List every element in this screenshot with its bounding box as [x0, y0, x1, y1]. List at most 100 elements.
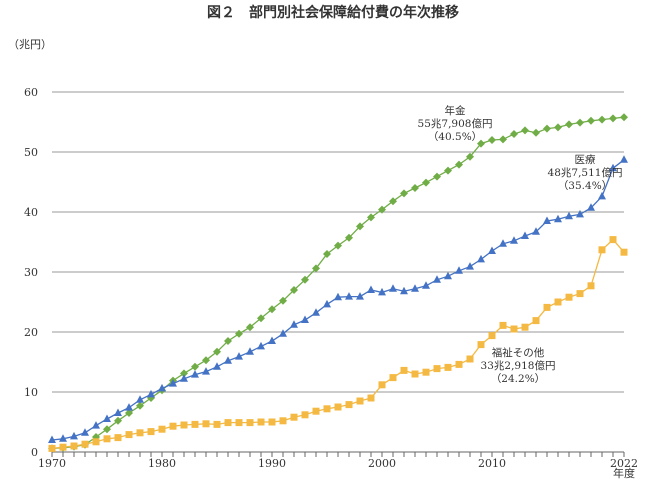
y-tick-label: 30 — [24, 266, 38, 279]
data-point-triangle — [191, 370, 199, 378]
data-point-square — [389, 374, 397, 382]
data-point-square — [378, 381, 386, 389]
data-point-square — [180, 421, 188, 429]
y-axis-label: （兆円） — [8, 38, 52, 51]
data-point-diamond — [356, 222, 364, 231]
data-point-square — [301, 411, 309, 419]
data-point-triangle — [92, 421, 100, 429]
data-point-triangle — [103, 414, 111, 422]
y-tick-label: 0 — [31, 446, 38, 459]
data-point-square — [444, 363, 452, 371]
x-tick-label: 2022 — [610, 457, 638, 470]
data-point-diamond — [323, 250, 331, 258]
data-point-diamond — [587, 116, 595, 125]
data-point-diamond — [389, 197, 397, 206]
x-tick-label: 2000 — [368, 457, 396, 470]
data-point-triangle — [279, 329, 287, 337]
data-point-triangle — [422, 281, 430, 289]
series-annotation: 福祉その他 — [492, 346, 545, 359]
data-point-square — [499, 321, 507, 329]
data-point-square — [422, 368, 430, 376]
data-point-triangle — [488, 246, 496, 254]
data-point-diamond — [180, 369, 188, 378]
data-point-square — [367, 394, 375, 402]
data-point-triangle — [345, 292, 353, 300]
data-point-triangle — [158, 383, 166, 392]
data-point-square — [191, 420, 199, 428]
y-axis-ticks: 0 10 20 30 40 50 60 — [24, 86, 38, 459]
data-point-square — [268, 418, 276, 426]
series-annotation: 医療 — [575, 153, 596, 166]
y-tick-label: 10 — [24, 386, 38, 399]
data-point-triangle — [136, 395, 144, 403]
series-group — [48, 113, 628, 453]
data-point-diamond — [257, 314, 265, 323]
data-point-triangle — [312, 308, 320, 316]
data-point-triangle — [180, 374, 188, 382]
data-point-square — [510, 325, 518, 333]
data-point-triangle — [433, 275, 441, 283]
data-point-triangle — [411, 284, 419, 292]
data-point-triangle — [147, 389, 155, 398]
data-point-triangle — [59, 434, 67, 442]
data-point-diamond — [136, 401, 144, 410]
data-point-triangle — [224, 356, 232, 364]
data-point-triangle — [301, 315, 309, 323]
data-point-square — [345, 401, 353, 409]
data-point-square — [213, 420, 221, 428]
data-point-triangle — [367, 285, 375, 293]
data-point-square — [576, 290, 584, 298]
data-point-square — [323, 405, 331, 413]
data-point-triangle — [455, 266, 463, 274]
data-point-square — [158, 425, 166, 433]
data-point-diamond — [488, 136, 496, 144]
data-point-triangle — [576, 209, 584, 218]
data-point-triangle — [213, 362, 221, 370]
data-point-diamond — [543, 124, 551, 133]
data-point-triangle — [510, 236, 518, 244]
data-point-square — [48, 444, 56, 452]
data-point-triangle — [400, 286, 408, 295]
series-annotation: （24.2%） — [491, 373, 545, 385]
data-point-square — [246, 419, 254, 427]
series-annotation: 55兆7,908億円 — [418, 117, 493, 130]
data-point-diamond — [345, 233, 353, 242]
data-point-square — [620, 248, 628, 256]
data-point-diamond — [191, 362, 199, 371]
data-point-square — [202, 420, 210, 428]
data-point-triangle — [70, 431, 78, 440]
data-point-diamond — [235, 329, 243, 338]
gridlines — [52, 91, 624, 393]
y-tick-label: 50 — [24, 146, 38, 159]
data-point-square — [565, 293, 573, 301]
data-point-diamond — [609, 114, 617, 123]
data-point-triangle — [81, 428, 89, 436]
chart-title: 図２ 部門別社会保障給付費の年次推移 — [207, 4, 459, 21]
series-annotation: （35.4%） — [558, 180, 612, 192]
data-point-diamond — [268, 305, 276, 314]
data-point-diamond — [444, 166, 452, 175]
data-point-diamond — [554, 123, 562, 132]
data-point-square — [169, 422, 177, 430]
data-point-square — [609, 236, 617, 244]
data-point-diamond — [213, 347, 221, 356]
data-point-diamond — [246, 323, 254, 332]
data-point-square — [334, 403, 342, 411]
data-point-triangle — [378, 287, 386, 296]
data-point-diamond — [565, 120, 573, 129]
data-point-square — [125, 431, 133, 439]
data-point-diamond — [224, 337, 232, 345]
data-point-diamond — [598, 115, 606, 124]
data-point-diamond — [367, 213, 375, 222]
data-point-diamond — [312, 264, 320, 273]
data-point-square — [433, 365, 441, 373]
data-point-square — [290, 413, 298, 421]
series-annotation: （40.5%） — [428, 131, 482, 143]
data-point-square — [235, 419, 243, 427]
x-axis-label: 年度 — [613, 466, 635, 480]
data-point-square — [598, 246, 606, 254]
data-point-triangle — [114, 408, 122, 416]
data-point-diamond — [411, 184, 419, 192]
